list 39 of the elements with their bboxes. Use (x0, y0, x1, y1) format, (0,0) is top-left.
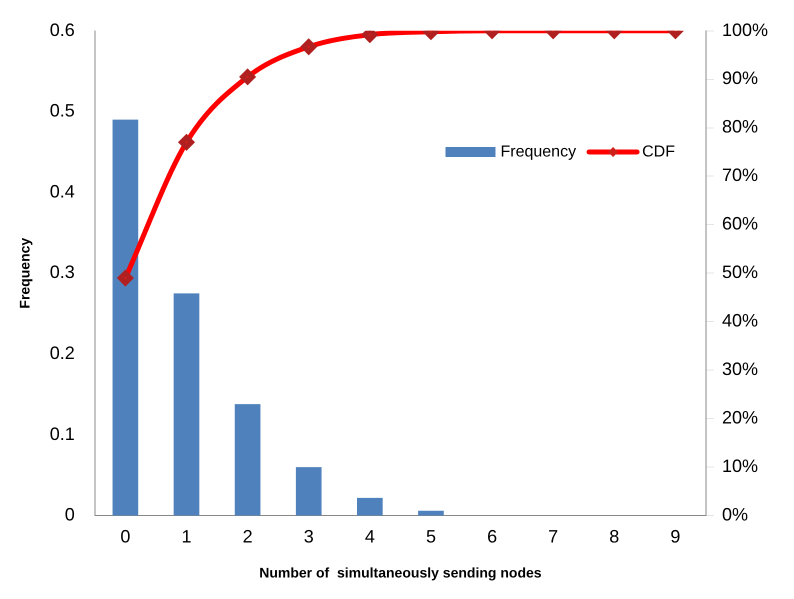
y-tick-label: 0.5 (50, 100, 75, 121)
y-tick-label: 0.2 (50, 342, 75, 363)
x-tick-label: 9 (670, 526, 680, 546)
x-tick-label: 1 (181, 526, 192, 546)
y2-tick-label: 80% (722, 116, 758, 137)
x-tick-label: 5 (426, 526, 436, 546)
x-axis-title: Number of simultaneously sending nodes (259, 564, 542, 580)
bar (112, 120, 138, 516)
y2-tick-label: 50% (722, 262, 758, 282)
bar (234, 404, 260, 516)
y-tick-label: 0.3 (50, 262, 75, 282)
y2-tick-label: 100% (722, 20, 768, 40)
legend-label: Frequency (500, 143, 576, 160)
x-tick-label: 2 (242, 526, 253, 546)
point (118, 270, 133, 286)
y2-tick-label: 10% (722, 456, 758, 476)
x-tick-label: 7 (548, 526, 558, 546)
bar (357, 498, 383, 516)
y2-tick-label: 30% (722, 359, 758, 380)
y-tick-label: 0.4 (50, 181, 75, 202)
y-tick-label: 0.1 (50, 424, 75, 444)
bar (174, 293, 200, 516)
y2-tick-label: 90% (722, 68, 758, 88)
y2-tick-label: 0% (722, 504, 748, 525)
x-tick-label: 3 (304, 526, 314, 546)
x-tick-label: 0 (120, 526, 130, 546)
y2-tick-label: 20% (722, 408, 758, 428)
bar (296, 467, 322, 516)
y2-tick-label: 40% (722, 310, 758, 331)
y2-tick-label: 70% (722, 165, 758, 186)
bar (418, 510, 444, 516)
y2-tick-label: 60% (722, 214, 758, 234)
y-axis-title: Frequency (16, 238, 32, 309)
x-tick-label: 6 (487, 526, 498, 546)
legend-label: CDF (642, 143, 676, 160)
x-tick-label: 8 (609, 526, 620, 546)
y-tick-label: 0 (64, 504, 75, 525)
x-tick-label: 4 (364, 526, 375, 546)
y-tick-label: 0.6 (50, 20, 75, 40)
